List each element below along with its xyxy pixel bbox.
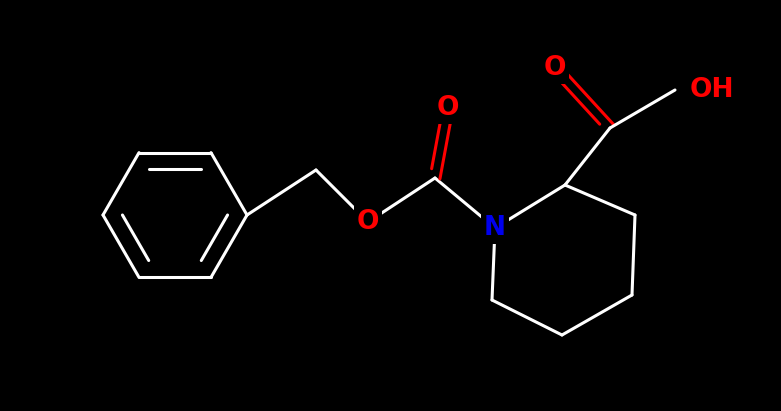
Text: O: O xyxy=(544,55,566,81)
Text: O: O xyxy=(357,209,380,235)
Text: O: O xyxy=(437,95,459,121)
Text: OH: OH xyxy=(690,77,734,103)
Text: N: N xyxy=(484,215,506,241)
